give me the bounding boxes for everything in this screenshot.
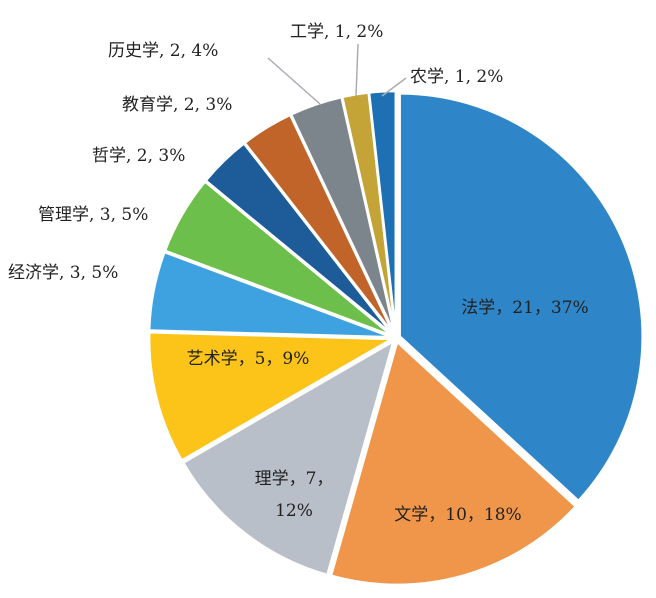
pie-slice-3 xyxy=(147,331,397,463)
slice-label-4: 经济学, 3, 5% xyxy=(8,263,118,283)
slice-label-1: 文学，10，18% xyxy=(394,505,521,525)
pie-slice-10 xyxy=(367,89,398,335)
leader-line-10 xyxy=(381,77,407,97)
slice-label-7: 教育学, 2, 3% xyxy=(122,95,232,115)
slice-label-3: 艺术学，5，9% xyxy=(187,349,310,369)
slice-label-5: 管理学, 3, 5% xyxy=(38,205,148,225)
leader-line-9 xyxy=(355,43,359,97)
pie-slice-1 xyxy=(329,339,578,587)
leader-line-8 xyxy=(267,57,321,105)
pie-slice-0 xyxy=(398,92,644,503)
slice-label-8: 历史学, 2, 4% xyxy=(108,41,218,61)
slice-label-line2-2: 12% xyxy=(275,501,313,521)
pie-slice-4 xyxy=(147,250,393,339)
slice-label-6: 哲学, 2, 3% xyxy=(92,146,185,166)
slice-label-2: 理学，7， xyxy=(255,469,334,489)
pie-slice-2 xyxy=(181,338,396,577)
slice-label-10: 农学, 1, 2% xyxy=(410,67,503,87)
slice-label-9: 工学, 1, 2% xyxy=(290,22,383,42)
slice-label-0: 法学，21，37% xyxy=(461,298,588,318)
